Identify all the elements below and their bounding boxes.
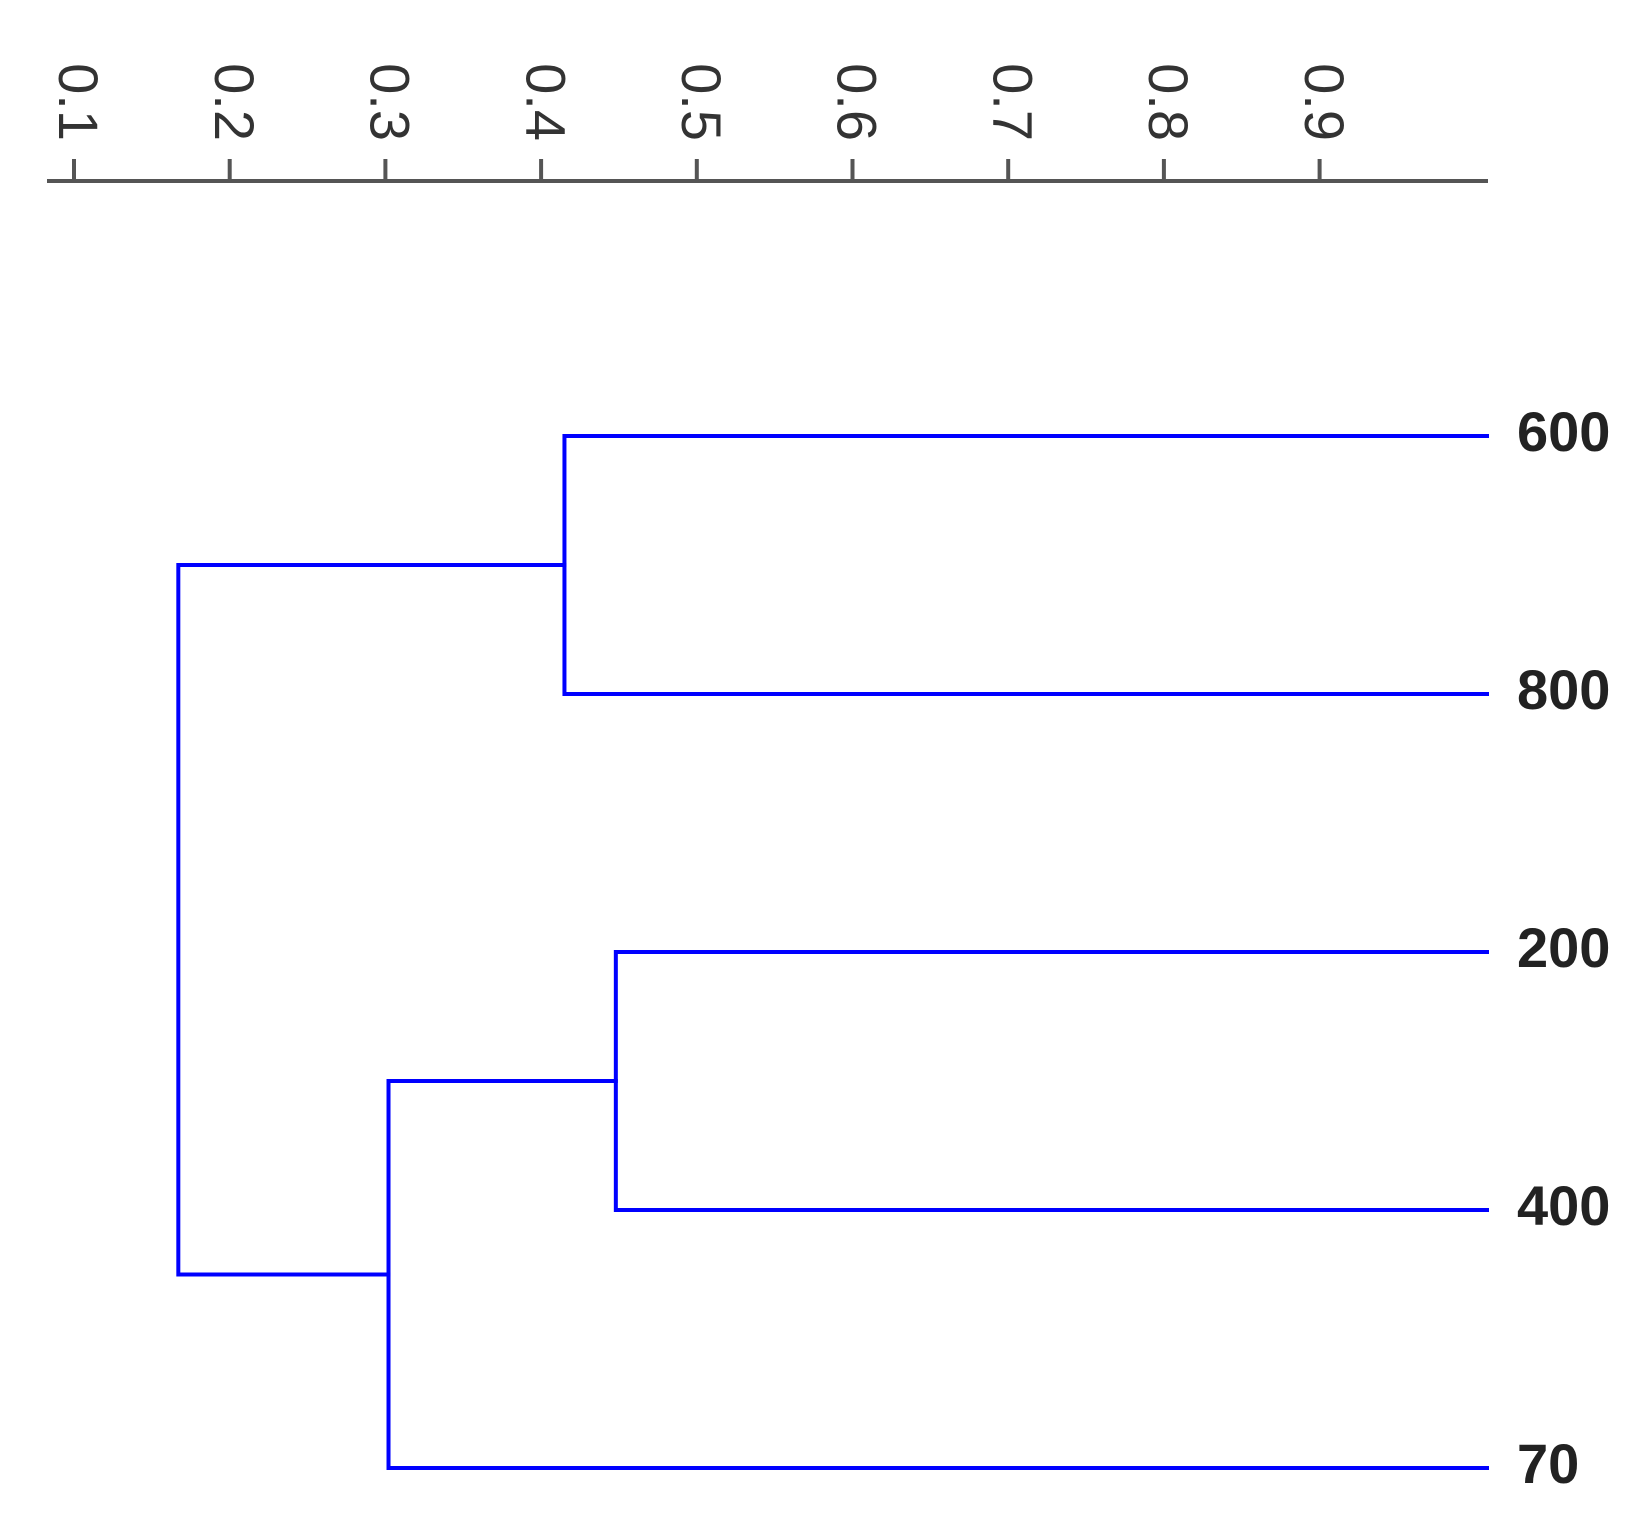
axis-tick-label: 0.8	[1137, 63, 1200, 141]
leaf-label: 70	[1517, 1432, 1579, 1495]
axis-tick-label: 0.7	[981, 63, 1044, 141]
dendrogram-branch	[562, 434, 1489, 696]
axis-tick-label: 0.2	[203, 63, 266, 141]
axis-tick-label: 0.1	[47, 63, 110, 141]
leaf-label: 400	[1517, 1174, 1610, 1237]
dendrogram-branch	[176, 563, 567, 1277]
dendrogram-branch	[386, 1079, 1489, 1470]
leaf-label: 200	[1517, 916, 1610, 979]
leaf-labels: 600 800 200 400 70	[1517, 400, 1610, 1495]
leaf-label: 800	[1517, 658, 1610, 721]
axis-tick-label: 0.3	[359, 63, 422, 141]
axis-tick-label: 0.6	[826, 63, 889, 141]
dendrogram-branch	[613, 950, 1489, 1212]
similarity-axis: 0.1 0.2 0.3 0.4 0.5 0.6 0.7 0.8 0.9	[47, 63, 1488, 183]
axis-tick-label: 0.4	[514, 63, 577, 141]
dendrogram-branches	[176, 434, 1489, 1470]
axis-tick-label: 0.5	[670, 63, 733, 141]
leaf-label: 600	[1517, 400, 1610, 463]
axis-tick-label: 0.9	[1293, 63, 1356, 141]
